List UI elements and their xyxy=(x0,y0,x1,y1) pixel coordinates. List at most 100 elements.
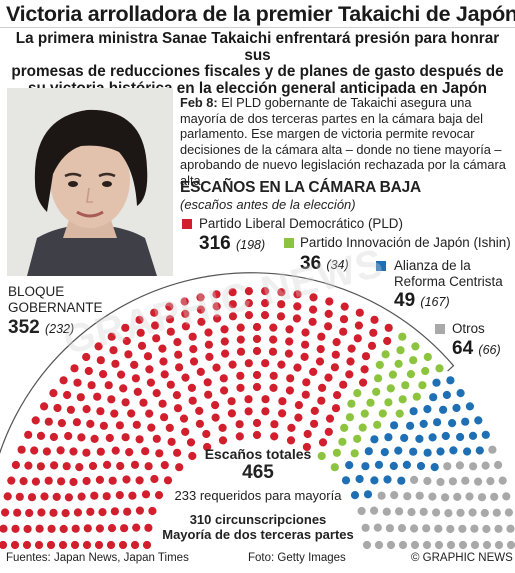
seat-dot xyxy=(309,305,318,314)
seat-dot xyxy=(353,389,362,398)
page-title: Victoria arrolladora de la premier Takai… xyxy=(6,2,515,26)
seat-dot xyxy=(236,383,245,392)
seat-dot xyxy=(82,405,91,414)
seat-dot xyxy=(308,317,317,326)
seat-dot xyxy=(195,419,204,428)
seat-dot xyxy=(52,492,61,501)
seat-dot xyxy=(339,327,348,336)
seat-dot xyxy=(152,434,161,443)
seat-dot xyxy=(3,492,12,501)
seat-dot xyxy=(384,323,393,332)
seat-dot xyxy=(244,299,253,308)
seat-dot xyxy=(309,367,318,376)
seat-dot xyxy=(141,490,151,499)
seat-dot xyxy=(40,492,49,501)
seat-dot xyxy=(398,395,407,404)
seat-dot xyxy=(40,402,49,411)
seat-dot xyxy=(316,345,325,354)
seat-dot xyxy=(377,491,386,500)
seat-dot xyxy=(158,344,167,353)
ldp-seats: 316 xyxy=(199,233,231,254)
seat-dot xyxy=(82,540,92,550)
seat-dot xyxy=(278,409,287,418)
seat-dot xyxy=(22,540,32,550)
seat-dot xyxy=(384,433,393,442)
seat-dot xyxy=(354,321,363,330)
bloc-label-line: GOBERNANTE xyxy=(8,299,103,315)
seat-dot xyxy=(434,524,443,533)
seat-dot xyxy=(360,365,369,374)
seat-dot xyxy=(137,341,147,350)
seat-dot xyxy=(86,507,95,516)
majority-note: 233 requeridos para mayoría xyxy=(174,488,342,503)
seat-dot xyxy=(370,315,379,324)
seat-dot xyxy=(36,462,46,471)
seat-dot xyxy=(355,308,364,317)
seat-dot xyxy=(269,371,278,380)
seat-dot xyxy=(317,396,326,405)
seat-dot xyxy=(44,417,53,426)
cra-swatch xyxy=(376,261,386,271)
seat-dot xyxy=(434,540,444,550)
seat-dot xyxy=(110,507,119,516)
seat-dot xyxy=(83,524,92,533)
seat-dot xyxy=(415,491,424,500)
seat-dot xyxy=(152,389,161,398)
seat-dot xyxy=(173,338,182,347)
seat-dot xyxy=(7,476,16,485)
seat-dot xyxy=(82,448,91,457)
seat-dot xyxy=(205,352,214,361)
seat-dot xyxy=(446,540,456,550)
seat-dot xyxy=(96,356,105,365)
seat-dot xyxy=(277,300,286,309)
ldp-seat-count: 316 (198) xyxy=(199,233,265,255)
seat-dot xyxy=(144,523,153,532)
seat-dot xyxy=(386,540,396,550)
seat-dot xyxy=(93,392,102,401)
seat-dot xyxy=(492,508,501,517)
seat-dot xyxy=(139,398,148,407)
seat-dot xyxy=(57,477,66,486)
seat-dot xyxy=(88,461,98,471)
seat-dot xyxy=(59,376,68,385)
seat-dot xyxy=(71,524,80,533)
seat-dot xyxy=(23,524,32,534)
seat-dot xyxy=(455,461,464,470)
seat-dot xyxy=(409,447,418,456)
cra-seat-count: 49 (167) xyxy=(394,290,450,312)
seat-dot xyxy=(389,461,398,471)
takaichi-portrait-photo xyxy=(7,88,173,276)
cra-label-line: Alianza de la xyxy=(394,258,471,273)
seat-dot xyxy=(333,391,342,400)
seat-dot xyxy=(394,359,403,368)
total-seats-value: 465 xyxy=(242,462,274,483)
seat-dot xyxy=(370,476,379,485)
ldp-previous: (198) xyxy=(235,238,266,252)
seat-dot xyxy=(123,507,132,516)
seat-dot xyxy=(458,524,467,533)
seat-dot xyxy=(285,386,294,395)
seat-dot xyxy=(103,460,112,469)
seat-dot xyxy=(179,414,189,423)
seat-dot xyxy=(130,540,140,550)
seat-dot xyxy=(477,493,487,502)
seat-dot xyxy=(494,540,504,550)
seat-dot xyxy=(453,492,462,501)
seat-dot xyxy=(506,540,515,550)
seat-dot xyxy=(482,540,492,550)
seat-dot xyxy=(310,406,319,415)
seat-dot xyxy=(294,413,303,422)
ishin-legend-label: Partido Innovación de Japón (Ishin) xyxy=(300,235,511,250)
seat-dot xyxy=(90,491,99,500)
seat-dot xyxy=(128,491,137,500)
seat-dot xyxy=(396,346,405,355)
seat-dot xyxy=(111,446,120,455)
seat-dot xyxy=(421,366,430,376)
seat-dot xyxy=(212,363,221,372)
seat-dot xyxy=(345,370,354,379)
seat-dot xyxy=(37,508,46,517)
seat-dot xyxy=(411,342,420,351)
ldp-swatch xyxy=(182,219,192,229)
seat-dot xyxy=(188,332,197,341)
supermajority-note: Mayoría de dos terceras partes xyxy=(162,527,354,542)
